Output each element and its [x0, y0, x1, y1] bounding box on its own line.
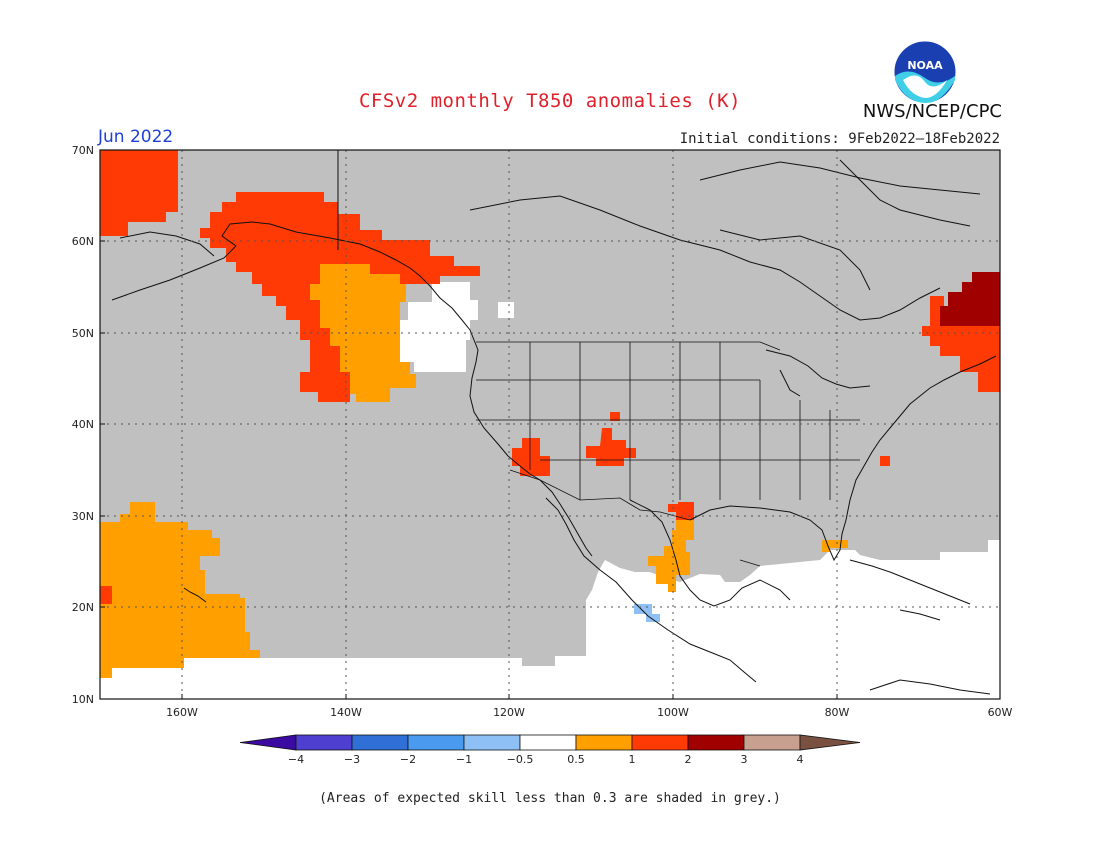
- white-areas: [400, 282, 514, 372]
- colorbar-tick-label: 0.5: [567, 753, 585, 766]
- initial-conditions: Initial conditions: 9Feb2022–18Feb2022: [679, 131, 1000, 147]
- map-title: CFSv2 monthly T850 anomalies (K): [358, 90, 742, 112]
- political-borders: [476, 341, 860, 567]
- colorbar-swatch: [631, 734, 689, 751]
- colorbar-swatch: [687, 734, 745, 751]
- colorbar-tick-label: 3: [741, 753, 748, 766]
- colorbar-tick-label: −1: [456, 753, 472, 766]
- colorbar-swatch: [519, 734, 577, 751]
- lon-label: 160W: [166, 706, 198, 719]
- lat-label: 60N: [72, 235, 94, 248]
- colorbar-swatch: [351, 734, 409, 751]
- colorbar-swatch: [407, 734, 465, 751]
- colorbar-tick-label: 4: [797, 753, 804, 766]
- lat-label: 30N: [72, 510, 94, 523]
- colorbar-tick-label: 2: [685, 753, 692, 766]
- colorbar-swatch: [743, 734, 801, 751]
- lon-label: 140W: [330, 706, 362, 719]
- lat-label: 50N: [72, 327, 94, 340]
- lat-label: 70N: [72, 144, 94, 157]
- lon-label: 100W: [657, 706, 689, 719]
- colorbar-tick-label: 1: [629, 753, 636, 766]
- colorbar-tick-label: −0.5: [507, 753, 534, 766]
- colorbar-swatch: [295, 734, 353, 751]
- lat-label: 20N: [72, 601, 94, 614]
- lat-label: 10N: [72, 693, 94, 706]
- noaa-logo: NOAA: [893, 40, 957, 104]
- lon-label: 120W: [493, 706, 525, 719]
- colorbar: −4 −3 −2 −1 −0.5 0.5 1 2 3 4: [239, 734, 861, 766]
- lat-label: 40N: [72, 418, 94, 431]
- coastlines: [111, 150, 997, 695]
- lon-label: 80W: [825, 706, 850, 719]
- axis-ticks: [100, 149, 1001, 699]
- anomaly-plus-two: [940, 272, 1000, 326]
- skill-note: (Areas of expected skill less than 0.3 a…: [319, 791, 781, 806]
- colorbar-arrow-left: [239, 734, 297, 751]
- colorbar-tick-label: −4: [288, 753, 304, 766]
- lon-label: 60W: [988, 706, 1013, 719]
- colorbar-tick-label: −3: [344, 753, 360, 766]
- colorbar-swatch: [575, 734, 633, 751]
- colorbar-arrow-right: [799, 734, 861, 751]
- colorbar-swatch: [463, 734, 521, 751]
- valid-month: Jun 2022: [98, 127, 174, 147]
- organization-label: NWS/NCEP/CPC: [862, 101, 1002, 122]
- gridlines: [100, 150, 1000, 699]
- anomaly-plus-half: [100, 264, 848, 678]
- logo-text: NOAA: [907, 59, 943, 72]
- colorbar-tick-label: −2: [400, 753, 416, 766]
